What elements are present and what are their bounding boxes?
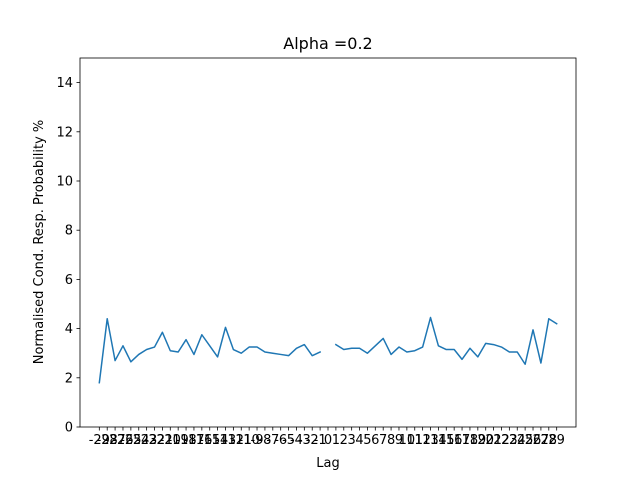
x-tick-label: 0 xyxy=(324,433,332,448)
y-tick-label: 10 xyxy=(56,175,73,190)
x-tick-label: 20 xyxy=(477,433,494,448)
x-tick-label: 17 xyxy=(454,433,471,448)
y-tick-label: 0 xyxy=(65,421,73,436)
chart-title: Alpha =0.2 xyxy=(283,34,372,53)
x-tick-label: -17 xyxy=(183,433,204,448)
x-tick-label: 25 xyxy=(517,433,534,448)
x-axis-title: Lag xyxy=(316,456,339,471)
x-tick-label: -18 xyxy=(175,433,196,448)
x-tick-label: -13 xyxy=(215,433,236,448)
x-tick-label: -28 xyxy=(97,433,118,448)
x-tick-label: 8 xyxy=(387,433,395,448)
x-tick-label: -29 xyxy=(89,433,110,448)
x-tick-label: 15 xyxy=(438,433,455,448)
x-tick-label: 14 xyxy=(430,433,447,448)
x-tick-label: 12 xyxy=(414,433,431,448)
x-tick-label: -27 xyxy=(104,433,125,448)
x-tick-label: -14 xyxy=(207,433,228,448)
x-tick-label: 18 xyxy=(462,433,479,448)
x-tick-label: -6 xyxy=(274,433,287,448)
x-tick-label: -9 xyxy=(251,433,264,448)
x-tick-label: 5 xyxy=(363,433,371,448)
y-tick-label: 2 xyxy=(65,371,73,386)
x-tick-label: 26 xyxy=(525,433,542,448)
x-tick-label: -19 xyxy=(168,433,189,448)
x-tick-label: 28 xyxy=(541,433,558,448)
x-tick-label: 9 xyxy=(395,433,403,448)
x-tick-label: 13 xyxy=(422,433,439,448)
x-tick-label: 3 xyxy=(348,433,356,448)
x-tick-label: 16 xyxy=(446,433,463,448)
x-tick-label: 11 xyxy=(406,433,423,448)
x-tick-label: -23 xyxy=(136,433,157,448)
x-tick-label: -1 xyxy=(314,433,327,448)
y-tick-label: 4 xyxy=(65,322,73,337)
x-tick-label: -21 xyxy=(152,433,173,448)
x-tick-label: -16 xyxy=(191,433,212,448)
x-tick-label: -12 xyxy=(223,433,244,448)
x-tick-label: -26 xyxy=(112,433,133,448)
x-tick-label: 2 xyxy=(340,433,348,448)
x-tick-label: -5 xyxy=(282,433,295,448)
x-tick-label: -2 xyxy=(306,433,319,448)
x-tick-label: 24 xyxy=(509,433,526,448)
x-tick-label: 7 xyxy=(379,433,387,448)
y-axis-title: Normalised Cond. Resp. Probability % xyxy=(32,120,47,365)
x-tick-label: -10 xyxy=(239,433,260,448)
x-tick-label: 1 xyxy=(332,433,340,448)
x-tick-label: -7 xyxy=(266,433,279,448)
plot-area: 02468101214-29-28-27-26-25-24-23-22-21-2… xyxy=(56,57,577,448)
y-tick-label: 8 xyxy=(65,224,73,239)
x-tick-label: -4 xyxy=(290,433,303,448)
x-tick-label: -20 xyxy=(160,433,181,448)
x-tick-label: 6 xyxy=(371,433,379,448)
x-tick-label: -24 xyxy=(128,433,149,448)
series-line-0-segment-0 xyxy=(98,318,322,384)
x-tick-label: -11 xyxy=(231,433,252,448)
x-tick-label: -22 xyxy=(144,433,165,448)
x-tick-label: 22 xyxy=(493,433,510,448)
x-tick-label: 21 xyxy=(485,433,502,448)
x-tick-label: 10 xyxy=(399,433,416,448)
y-tick-label: 14 xyxy=(56,76,73,91)
x-tick-label: 4 xyxy=(355,433,363,448)
x-tick-label: -25 xyxy=(120,433,141,448)
x-tick-label: -15 xyxy=(199,433,220,448)
x-tick-label: -3 xyxy=(298,433,311,448)
x-tick-label: 29 xyxy=(548,433,565,448)
series-line-0-segment-1 xyxy=(334,316,558,366)
x-tick-label: 23 xyxy=(501,433,518,448)
x-tick-label: 19 xyxy=(470,433,487,448)
x-tick-label: 27 xyxy=(533,433,550,448)
x-tick-label: -8 xyxy=(258,433,271,448)
y-tick-label: 12 xyxy=(56,125,73,140)
y-tick-label: 6 xyxy=(65,273,73,288)
